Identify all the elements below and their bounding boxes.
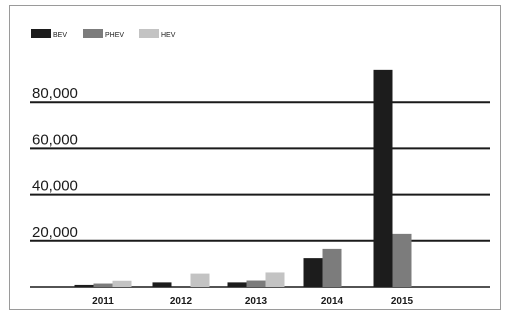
legend-label-hev: HEV [161,32,176,39]
legend: BEV PHEV HEV [31,29,176,39]
legend-label-bev: BEV [53,32,67,39]
bar-phev-2011 [93,283,113,287]
chart-frame [9,5,501,310]
legend-swatch-bev [31,29,51,38]
x-tick-label: 2014 [321,296,344,307]
x-tick-label: 2013 [245,296,268,307]
bar-phev-2015 [392,233,412,287]
legend-swatch-phev [83,29,103,38]
x-tick-labels: 2011 2012 2013 2014 2015 [92,296,413,307]
bar-bev-2015 [373,69,393,287]
gridlines [30,101,490,288]
y-tick-label: 40,000 [32,178,78,195]
y-tick-labels: 20,000 40,000 60,000 80,000 [32,85,78,241]
bar-bev-2011 [74,284,94,287]
y-tick-label: 20,000 [32,224,78,241]
bar-bev-2013 [227,282,247,287]
bar-bev-2014 [303,258,323,287]
x-tick-label: 2011 [92,296,114,307]
bar-hev-2011 [112,280,132,287]
y-tick-label: 60,000 [32,131,78,148]
bar-hev-2012 [190,273,210,287]
legend-swatch-hev [139,29,159,38]
legend-label-phev: PHEV [105,32,124,39]
bars [74,69,412,287]
x-tick-label: 2012 [170,296,193,307]
x-tick-label: 2015 [391,296,414,307]
y-tick-label: 80,000 [32,85,78,102]
bar-phev-2013 [246,280,266,287]
bar-bev-2012 [152,282,172,287]
bar-phev-2014 [322,248,342,287]
bar-hev-2013 [265,272,285,287]
